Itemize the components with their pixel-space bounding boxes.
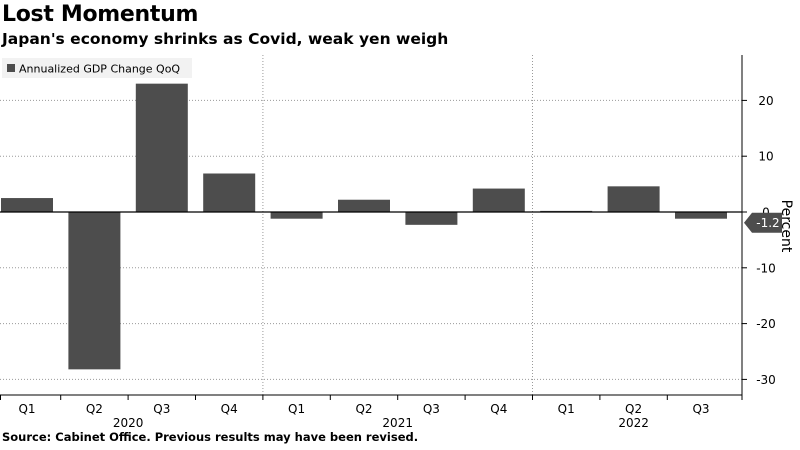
y-tick-label: 0 [762,206,770,220]
gridlines [0,55,742,395]
bar [675,212,727,219]
bar [607,186,660,212]
y-tick-label: -10 [756,261,776,275]
axes: -30 -20 -10 0 10 20 Q1 Q2 Q3 Q4 Q1 Q2 Q3 Q4 Q1 Q2 Q3 2020… [0,55,782,430]
bar [472,188,525,212]
bar [203,173,256,212]
bar [338,199,390,212]
x-tick-label: Q3 [692,402,709,416]
legend-label: Annualized GDP Change QoQ [19,63,180,76]
x-tick-label: Q2 [625,402,642,416]
x-tick-label: Q1 [18,402,35,416]
y-tick-label: 20 [758,94,773,108]
year-label: 2020 [113,416,144,430]
y-tick-label: -20 [756,317,776,331]
legend-swatch [7,64,15,72]
x-tick-label: Q1 [558,402,575,416]
year-label: 2022 [618,416,649,430]
x-tick-label: Q3 [153,402,170,416]
bar [1,198,53,212]
y-axis-label: Percent [778,200,794,253]
legend-background [2,58,192,78]
bars [1,83,727,370]
bar [405,212,458,225]
x-tick-label: Q1 [288,402,305,416]
legend: Annualized GDP Change QoQ [2,58,192,78]
last-value-label: -1.2 [756,216,779,230]
source-note: Source: Cabinet Office. Previous results… [2,430,419,444]
bar [135,83,188,212]
year-label: 2021 [382,416,413,430]
chart-title: Lost Momentum [2,2,199,27]
chart-subtitle: Japan's economy shrinks as Covid, weak y… [2,30,449,48]
x-tick-label: Q2 [355,402,372,416]
x-tick-label: Q2 [86,402,103,416]
x-tick-label: Q4 [490,402,507,416]
bar [68,212,121,370]
y-tick-label: 10 [758,150,773,164]
bar [270,212,323,219]
x-tick-label: Q4 [221,402,238,416]
last-value-callout [744,212,782,233]
x-tick-label: Q3 [423,402,440,416]
y-tick-label: -30 [756,373,776,387]
